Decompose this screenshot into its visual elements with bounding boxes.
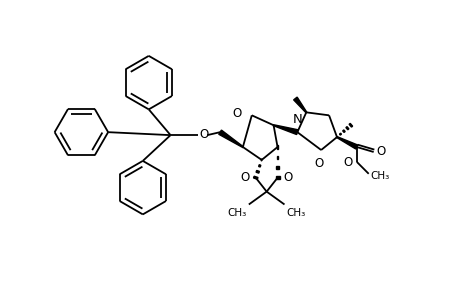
Polygon shape — [218, 130, 243, 147]
Text: CH₃: CH₃ — [286, 208, 305, 218]
Polygon shape — [276, 156, 278, 159]
Polygon shape — [336, 136, 337, 138]
Polygon shape — [261, 159, 262, 161]
Polygon shape — [293, 97, 306, 113]
Text: CH₃: CH₃ — [227, 208, 246, 218]
Polygon shape — [258, 165, 260, 167]
Polygon shape — [273, 125, 297, 134]
Polygon shape — [275, 176, 279, 179]
Polygon shape — [345, 127, 348, 130]
Text: CH₃: CH₃ — [370, 171, 389, 181]
Polygon shape — [342, 130, 344, 132]
Polygon shape — [348, 123, 352, 127]
Polygon shape — [336, 137, 357, 149]
Polygon shape — [275, 166, 279, 169]
Polygon shape — [339, 133, 341, 135]
Polygon shape — [256, 170, 259, 173]
Text: O: O — [376, 146, 385, 158]
Text: O: O — [343, 156, 352, 170]
Text: O: O — [283, 171, 292, 184]
Text: N: N — [292, 113, 302, 126]
Text: O: O — [240, 171, 249, 184]
Text: O: O — [314, 157, 323, 170]
Text: O: O — [199, 128, 208, 141]
Text: O: O — [232, 107, 241, 120]
Polygon shape — [253, 176, 257, 179]
